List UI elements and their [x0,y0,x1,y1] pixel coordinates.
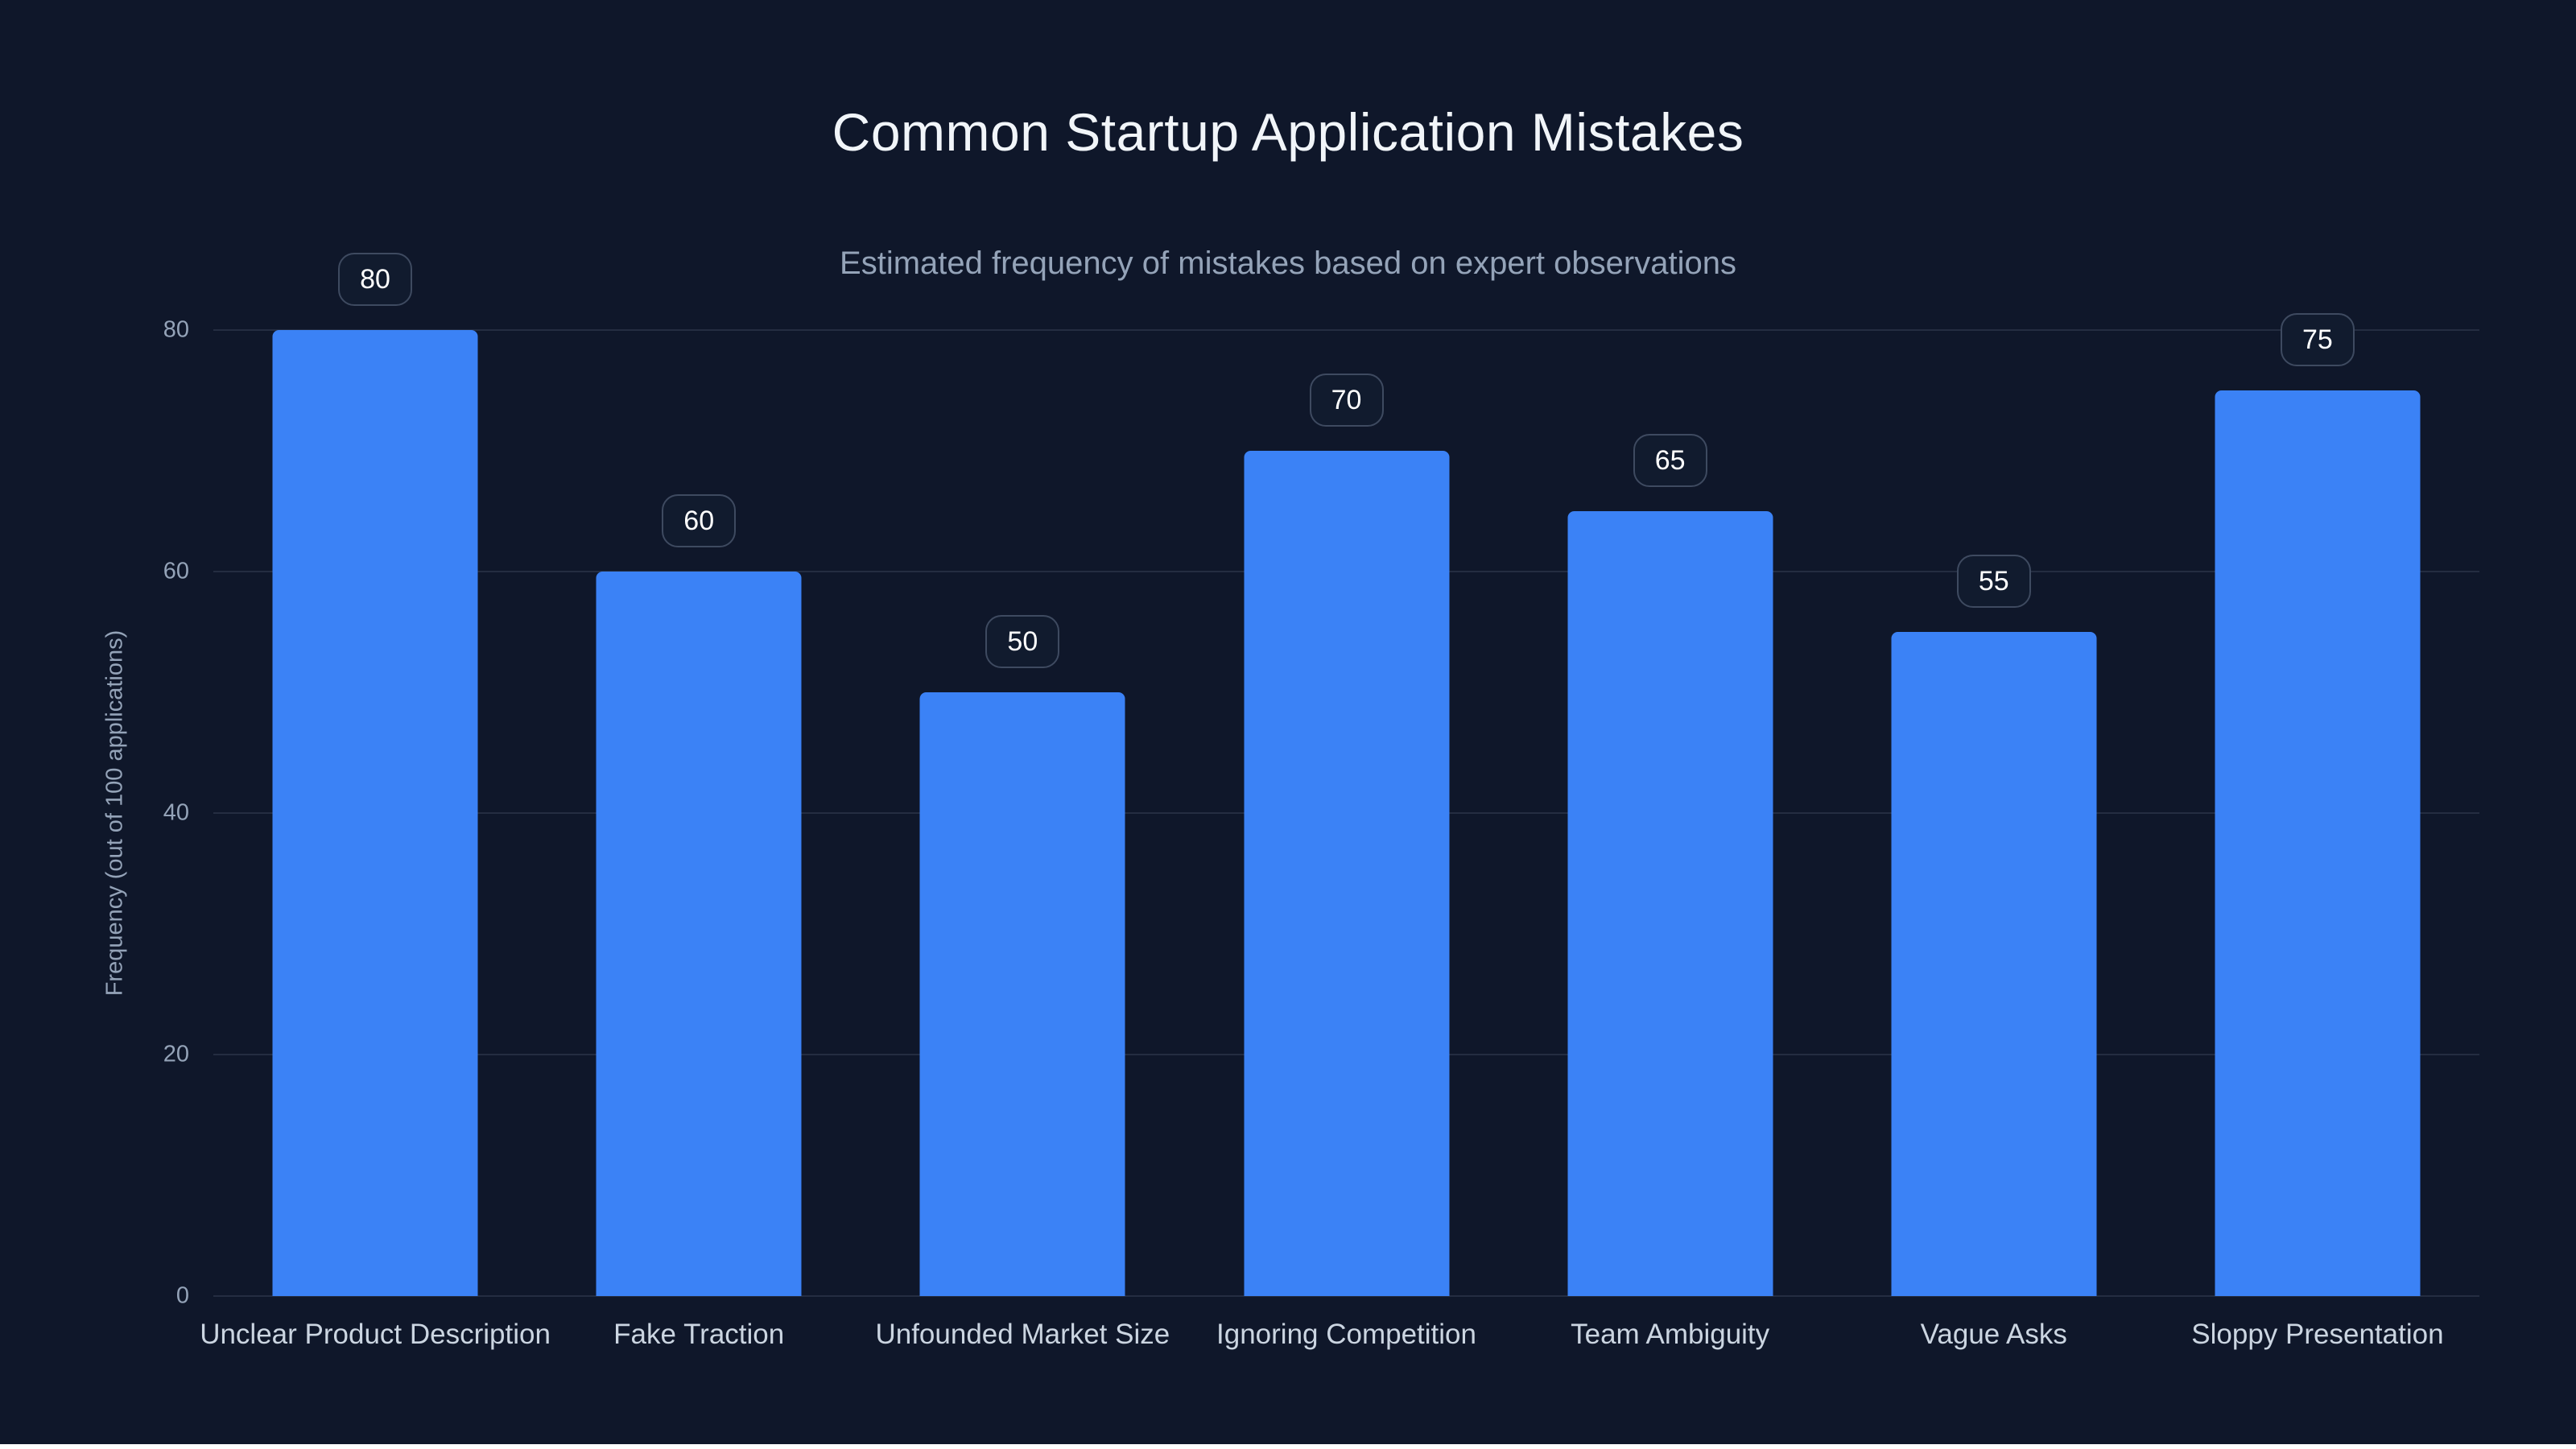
chart-title: Common Startup Application Mistakes [832,102,1744,162]
y-tick-label: 80 [163,316,189,343]
chart-subtitle: Estimated frequency of mistakes based on… [840,246,1736,281]
x-tick-label: Vague Asks [1920,1319,2067,1350]
value-badge: 60 [662,494,737,547]
x-tick-label: Unfounded Market Size [875,1319,1170,1350]
bar [272,330,478,1296]
value-badge: 65 [1633,434,1707,487]
bar [1567,511,1773,1296]
bar [1891,632,2097,1296]
x-tick-label: Unclear Product Description [200,1319,551,1350]
y-tick-label: 60 [163,558,189,584]
bar [1244,451,1449,1296]
bar [596,572,802,1296]
bar [2215,390,2421,1296]
value-badge: 80 [338,253,413,306]
bar [919,692,1125,1296]
value-badge: 75 [2280,313,2355,366]
y-tick-label: 40 [163,799,189,826]
x-tick-label: Fake Traction [613,1319,785,1350]
x-tick-label: Ignoring Competition [1216,1319,1476,1350]
y-tick-label: 20 [163,1041,189,1067]
value-badge: 55 [1956,555,2031,608]
gridline [213,329,2479,331]
value-badge: 50 [985,615,1060,668]
page-bottom-strip [0,1444,2576,1449]
value-badge: 70 [1309,374,1384,427]
x-tick-label: Sloppy Presentation [2191,1319,2444,1350]
plot-area: 0 20 40 60 80 80 Unclear Product Description 60… [163,253,2479,1350]
x-tick-label: Team Ambiguity [1571,1319,1770,1350]
y-tick-label: 0 [175,1282,189,1309]
gridline [213,1295,2479,1297]
